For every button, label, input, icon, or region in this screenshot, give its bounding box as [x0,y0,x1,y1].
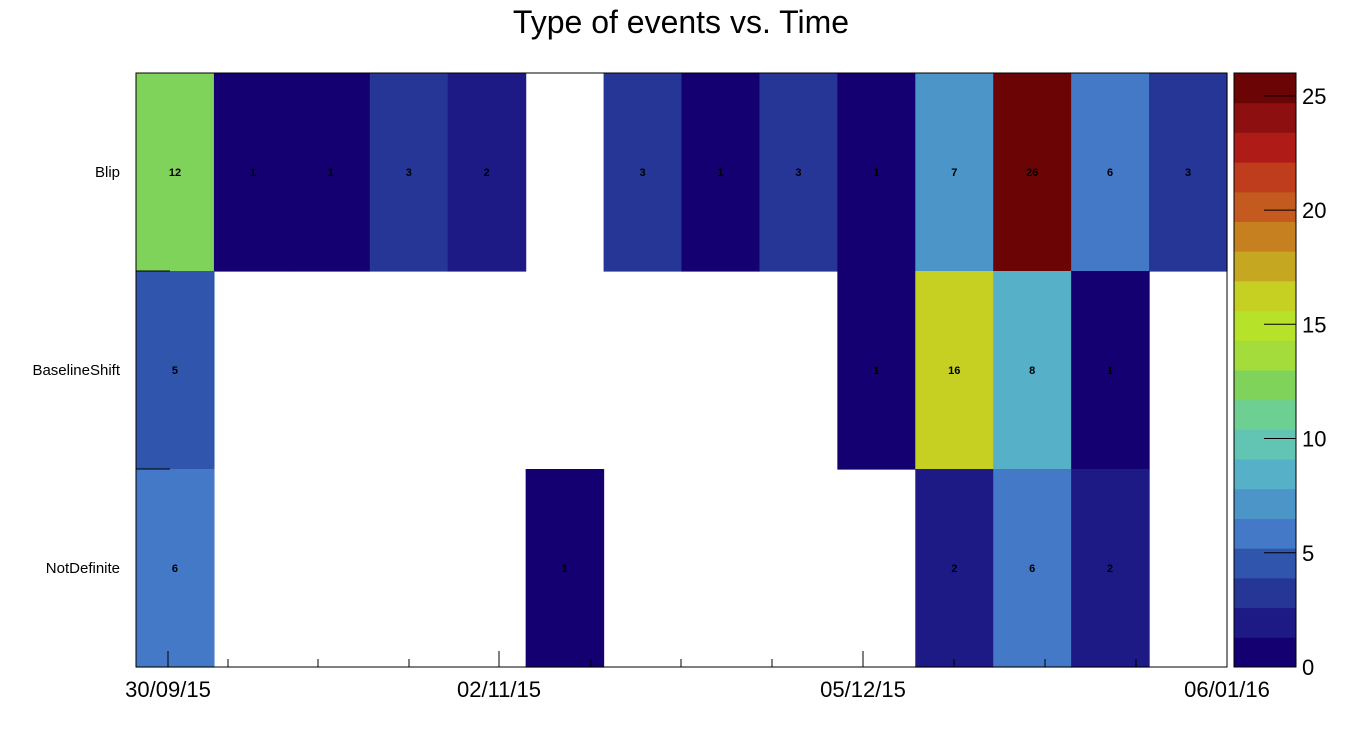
colorbar-segment [1234,280,1296,312]
x-tick-label: 02/11/15 [457,677,541,702]
cell-value-label: 2 [1107,563,1113,575]
cell-value-label: 6 [172,563,178,575]
heatmap-cells [136,73,1228,668]
heatmap-cell-BaselineShift-10 [915,271,994,470]
cell-value-label: 1 [250,167,256,179]
colorbar-tick-label: 25 [1302,84,1326,109]
cell-value-label: 1 [873,167,879,179]
colorbar-segment [1234,370,1296,401]
heatmap-cell-Blip-12 [1071,73,1150,272]
colorbar-segment [1234,399,1296,430]
colorbar-segment [1234,637,1296,668]
colorbar-segment [1234,577,1296,609]
cell-value-label: 6 [1107,167,1113,179]
colorbar-segment [1234,340,1296,371]
heatmap-cell-Blip-0 [136,73,215,272]
heatmap-cell-Blip-2 [291,73,371,272]
cell-value-label: 1 [328,167,334,179]
chart-title: Type of events vs. Time [513,4,849,40]
colorbar-tick-label: 0 [1302,655,1314,680]
colorbar-segment [1234,162,1296,193]
cell-value-label: 26 [1026,167,1038,179]
heatmap-cell-NotDefinite-12 [1071,469,1150,668]
y-tick-label: BaselineShift [32,362,120,379]
colorbar-segment [1234,459,1296,490]
heatmap-cell-Blip-8 [759,73,838,272]
colorbar-segment [1234,488,1296,519]
cell-value-label: 7 [951,167,957,179]
heatmap-cell-NotDefinite-11 [993,469,1072,668]
heatmap-cell-Blip-11 [993,73,1072,272]
x-tick-label: 06/01/16 [1184,677,1270,702]
cell-value-label: 5 [172,365,178,377]
heatmap-cell-Blip-9 [837,73,916,272]
colorbar-segment [1234,221,1296,252]
colorbar-tick-label: 10 [1302,427,1326,452]
cell-value-label: 1 [717,167,723,179]
colorbar-segment [1234,132,1296,163]
cell-value-label: 6 [1029,563,1035,575]
heatmap-cell-Blip-13 [1149,73,1228,272]
heatmap-cell-BaselineShift-12 [1071,271,1150,470]
cell-value-label: 8 [1029,365,1035,377]
heatmap-cell-Blip-10 [915,73,994,272]
cell-value-label: 3 [639,167,645,179]
colorbar-segment [1234,191,1296,222]
heatmap-cell-Blip-3 [369,73,449,272]
y-axis: Blip BaselineShift NotDefinite [32,72,170,577]
heatmap-cell-BaselineShift-0 [136,271,215,470]
cell-value-label: 1 [873,365,879,377]
cell-value-label: 1 [1107,365,1113,377]
colorbar-segment [1234,607,1296,638]
heatmap-cell-NotDefinite-5 [525,469,605,668]
heatmap-cell-labels: 12 1 1 3 2 3 1 3 1 7 26 6 35 1 16 8 16 1 2 6 2 [169,167,1191,575]
cell-value-label: 1 [562,563,568,575]
colorbar: 0 5 10 15 20 25 [1233,72,1326,680]
heatmap-cell-Blip-6 [603,73,683,272]
heatmap-cell-Blip-7 [681,73,761,272]
x-axis: 30/09/15 02/11/15 05/12/15 06/01/16 [125,651,1270,702]
colorbar-segment [1234,429,1296,460]
cell-value-label: 3 [795,167,801,179]
cell-value-label: 2 [951,563,957,575]
colorbar-segment [1234,102,1296,133]
heatmap-cell-NotDefinite-10 [915,469,994,668]
heatmap-cell-BaselineShift-9 [837,271,916,470]
colorbar-segment [1234,310,1296,341]
colorbar-tick-label: 5 [1302,541,1314,566]
cell-value-label: 12 [169,167,181,179]
heatmap-cell-NotDefinite-0 [136,469,215,668]
cell-value-label: 3 [406,167,412,179]
heatmap-cell-Blip-4 [447,73,527,272]
y-tick-label: NotDefinite [46,560,120,577]
colorbar-tick-label: 20 [1302,198,1326,223]
x-tick-label: 30/09/15 [125,677,211,702]
colorbar-segment [1234,251,1296,282]
heatmap-cell-Blip-1 [213,73,293,272]
colorbar-tick-label: 15 [1302,312,1326,337]
cell-value-label: 3 [1185,167,1191,179]
colorbar-segment [1234,73,1296,104]
cell-value-label: 16 [948,365,960,377]
colorbar-segment [1234,518,1296,549]
y-tick-label: Blip [95,164,120,181]
cell-value-label: 2 [484,167,490,179]
heatmap-cell-BaselineShift-11 [993,271,1072,470]
x-tick-label: 05/12/15 [820,677,906,702]
